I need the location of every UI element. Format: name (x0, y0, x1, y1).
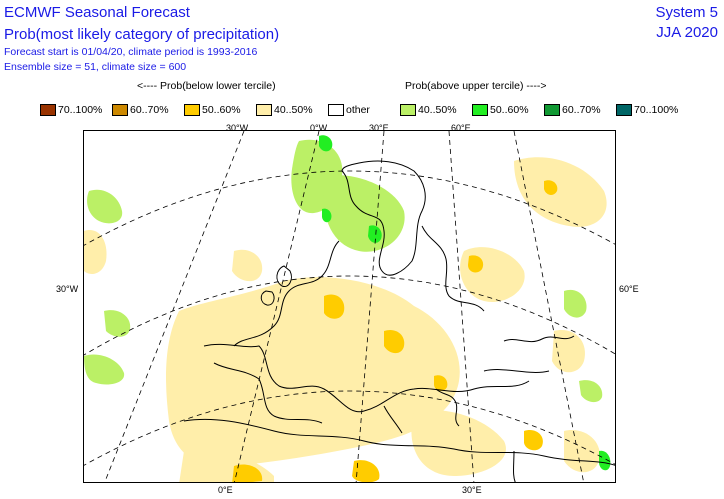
legend: 70..100% 60..70% 50..60% 40..50% other 4… (40, 103, 680, 117)
system-label: System 5 (655, 4, 718, 21)
legend-swatch (184, 104, 200, 116)
map-title: ECMWF Seasonal Forecast (4, 4, 190, 21)
lon-label-bottom: 0°E (218, 485, 233, 495)
map-subtitle: Prob(most likely category of precipitati… (4, 26, 280, 43)
legend-item: 60..70% (112, 103, 169, 117)
legend-item: 40..50% (256, 103, 313, 117)
legend-label: 70..100% (58, 104, 103, 116)
forecast-map (83, 130, 616, 483)
legend-swatch (40, 104, 56, 116)
projection-grid (84, 131, 615, 482)
legend-label: 70..100% (634, 104, 679, 116)
legend-item: 40..50% (400, 103, 457, 117)
legend-label: 50..60% (202, 104, 241, 116)
ensemble-info: Ensemble size = 51, climate size = 600 (4, 61, 187, 73)
legend-swatch (616, 104, 632, 116)
legend-label: 40..50% (274, 104, 313, 116)
legend-item: 50..60% (472, 103, 529, 117)
below-tercile-label: <---- Prob(below lower tercile) (137, 80, 276, 92)
legend-swatch (400, 104, 416, 116)
legend-swatch (328, 104, 344, 116)
above-50-60-areas (319, 135, 611, 471)
legend-swatch (472, 104, 488, 116)
legend-label: 60..70% (130, 104, 169, 116)
legend-label: 60..70% (562, 104, 601, 116)
lon-label-top: 30°E (369, 123, 389, 133)
lon-label-top: 60°E (451, 123, 471, 133)
legend-item: 70..100% (40, 103, 102, 117)
lat-lon-label-right: 60°E (619, 284, 639, 294)
lon-label-top: 0°W (310, 123, 328, 133)
legend-item: other (328, 103, 370, 117)
season-label: JJA 2020 (656, 24, 718, 41)
forecast-info: Forecast start is 01/04/20, climate peri… (4, 46, 258, 58)
map-canvas (84, 131, 615, 482)
above-tercile-label: Prob(above upper tercile) ----> (405, 80, 547, 92)
legend-item: 70..100% (616, 103, 678, 117)
legend-label: 40..50% (418, 104, 457, 116)
lon-label-top: 30°W (226, 123, 249, 133)
legend-label: other (346, 104, 370, 116)
lon-label-bottom: 30°E (462, 485, 482, 495)
below-50-60-areas (232, 180, 558, 482)
legend-swatch (112, 104, 128, 116)
legend-swatch (544, 104, 560, 116)
legend-swatch (256, 104, 272, 116)
lat-lon-label-left: 30°W (56, 284, 79, 294)
legend-item: 50..60% (184, 103, 241, 117)
coastlines (183, 160, 615, 482)
legend-label: 50..60% (490, 104, 529, 116)
legend-item: 60..70% (544, 103, 601, 117)
